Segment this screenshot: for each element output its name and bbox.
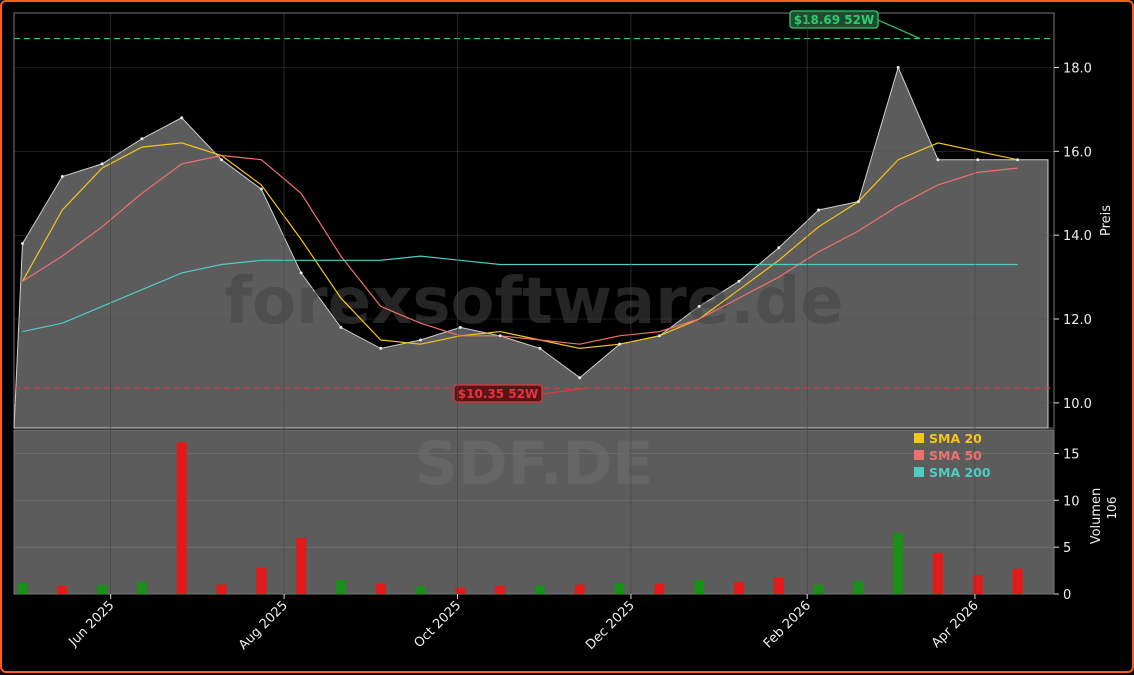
close-point <box>976 158 980 162</box>
close-point <box>100 162 104 166</box>
volume-bar <box>694 579 705 594</box>
close-point <box>458 325 462 329</box>
price-tick-label: 12.0 <box>1063 313 1092 328</box>
x-tick-label: Aug 2025 <box>236 598 291 653</box>
volume-bar <box>534 585 545 594</box>
close-point <box>379 346 383 350</box>
close-point <box>339 325 343 329</box>
volume-watermark: SDF.DE <box>415 429 654 499</box>
volume-bar <box>654 583 665 594</box>
price-tick-label: 14.0 <box>1063 229 1092 244</box>
legend-label: SMA 200 <box>929 465 991 480</box>
x-tick-label: Feb 2026 <box>761 598 814 651</box>
high-52w-arrow <box>877 19 921 40</box>
price-watermark: forexsoftware.de <box>224 265 843 339</box>
volume-bar <box>574 584 585 594</box>
price-panel: forexsoftware.de $18.69 52W $10.35 52W 10.0… <box>13 10 1114 429</box>
close-point <box>538 346 542 350</box>
legend-swatch <box>914 433 924 443</box>
close-point <box>737 279 741 283</box>
volume-panel-background <box>13 429 1055 595</box>
close-point <box>140 137 144 141</box>
volume-tick-label: 5 <box>1063 541 1071 556</box>
legend: SMA 20 SMA 50 SMA 200 <box>914 431 991 480</box>
legend-label: SMA 50 <box>929 448 982 463</box>
close-point <box>180 116 184 120</box>
low-52w-badge <box>453 384 543 403</box>
close-point <box>936 158 940 162</box>
high-52w-label: $18.69 52W <box>794 13 874 27</box>
x-tick-label: Dec 2025 <box>583 598 638 653</box>
x-tick-label: Apr 2026 <box>929 598 982 651</box>
volume-tick-label: 15 <box>1063 447 1080 462</box>
high-52w-badge <box>789 10 879 29</box>
close-point <box>259 187 263 191</box>
volume-bar <box>495 585 506 594</box>
volume-bar <box>733 581 744 594</box>
volume-bar <box>415 586 426 594</box>
volume-bar <box>256 567 267 594</box>
legend-swatch <box>914 467 924 477</box>
volume-bar <box>375 583 386 594</box>
close-point <box>657 334 661 338</box>
low-52w-label: $10.35 52W <box>458 387 538 401</box>
close-point <box>498 334 502 338</box>
close-point <box>817 208 821 212</box>
legend-swatch <box>914 450 924 460</box>
volume-bar <box>1012 568 1023 594</box>
volume-bar <box>296 537 307 594</box>
volume-bar <box>216 584 227 594</box>
x-tick-label: Oct 2025 <box>412 598 465 651</box>
series-line-sma-200 <box>22 255 1018 333</box>
series-line-sma-20 <box>21 142 1018 350</box>
price-tick-label: 18.0 <box>1063 61 1092 76</box>
volume-tick-label: 10 <box>1063 494 1080 509</box>
volume-bar <box>853 580 864 594</box>
close-point <box>220 158 224 162</box>
close-point <box>856 200 860 204</box>
series-line-sma-50 <box>22 154 1018 345</box>
volume-bar <box>136 581 147 594</box>
legend-label: SMA 20 <box>929 431 982 446</box>
close-point <box>419 338 423 342</box>
close-point <box>896 65 900 69</box>
volume-bar <box>57 585 68 594</box>
x-tick-label: Jun 2025 <box>65 598 117 650</box>
close-point <box>60 174 64 178</box>
volume-axis-label: Volumen <box>1089 488 1104 545</box>
price-tick-label: 10.0 <box>1063 397 1092 412</box>
volume-panel: SDF.DE 0 5 10 15 Volumen 106 <box>13 429 1119 603</box>
volume-bar <box>932 552 943 594</box>
price-tick-label: 16.0 <box>1063 145 1092 160</box>
volume-bar <box>335 579 346 594</box>
close-point <box>1016 158 1020 162</box>
close-point <box>578 376 582 380</box>
volume-bar <box>813 584 824 594</box>
volume-bar <box>773 577 784 594</box>
volume-bar <box>893 533 904 594</box>
price-axis-label: Preis <box>1099 205 1114 236</box>
close-point <box>697 304 701 308</box>
volume-bar <box>17 582 28 594</box>
volume-unit-label: 106 <box>1105 497 1119 520</box>
close-point <box>618 342 622 346</box>
volume-bar <box>455 587 466 594</box>
low-52w-arrow <box>541 387 587 395</box>
volume-bar <box>972 575 983 594</box>
close-point <box>777 246 781 250</box>
volume-bar <box>97 584 108 594</box>
volume-bar <box>176 442 187 594</box>
price-area <box>13 66 1049 429</box>
close-point <box>21 242 25 246</box>
close-point <box>299 271 303 275</box>
volume-bar <box>614 582 625 594</box>
volume-tick-label: 0 <box>1063 588 1071 603</box>
